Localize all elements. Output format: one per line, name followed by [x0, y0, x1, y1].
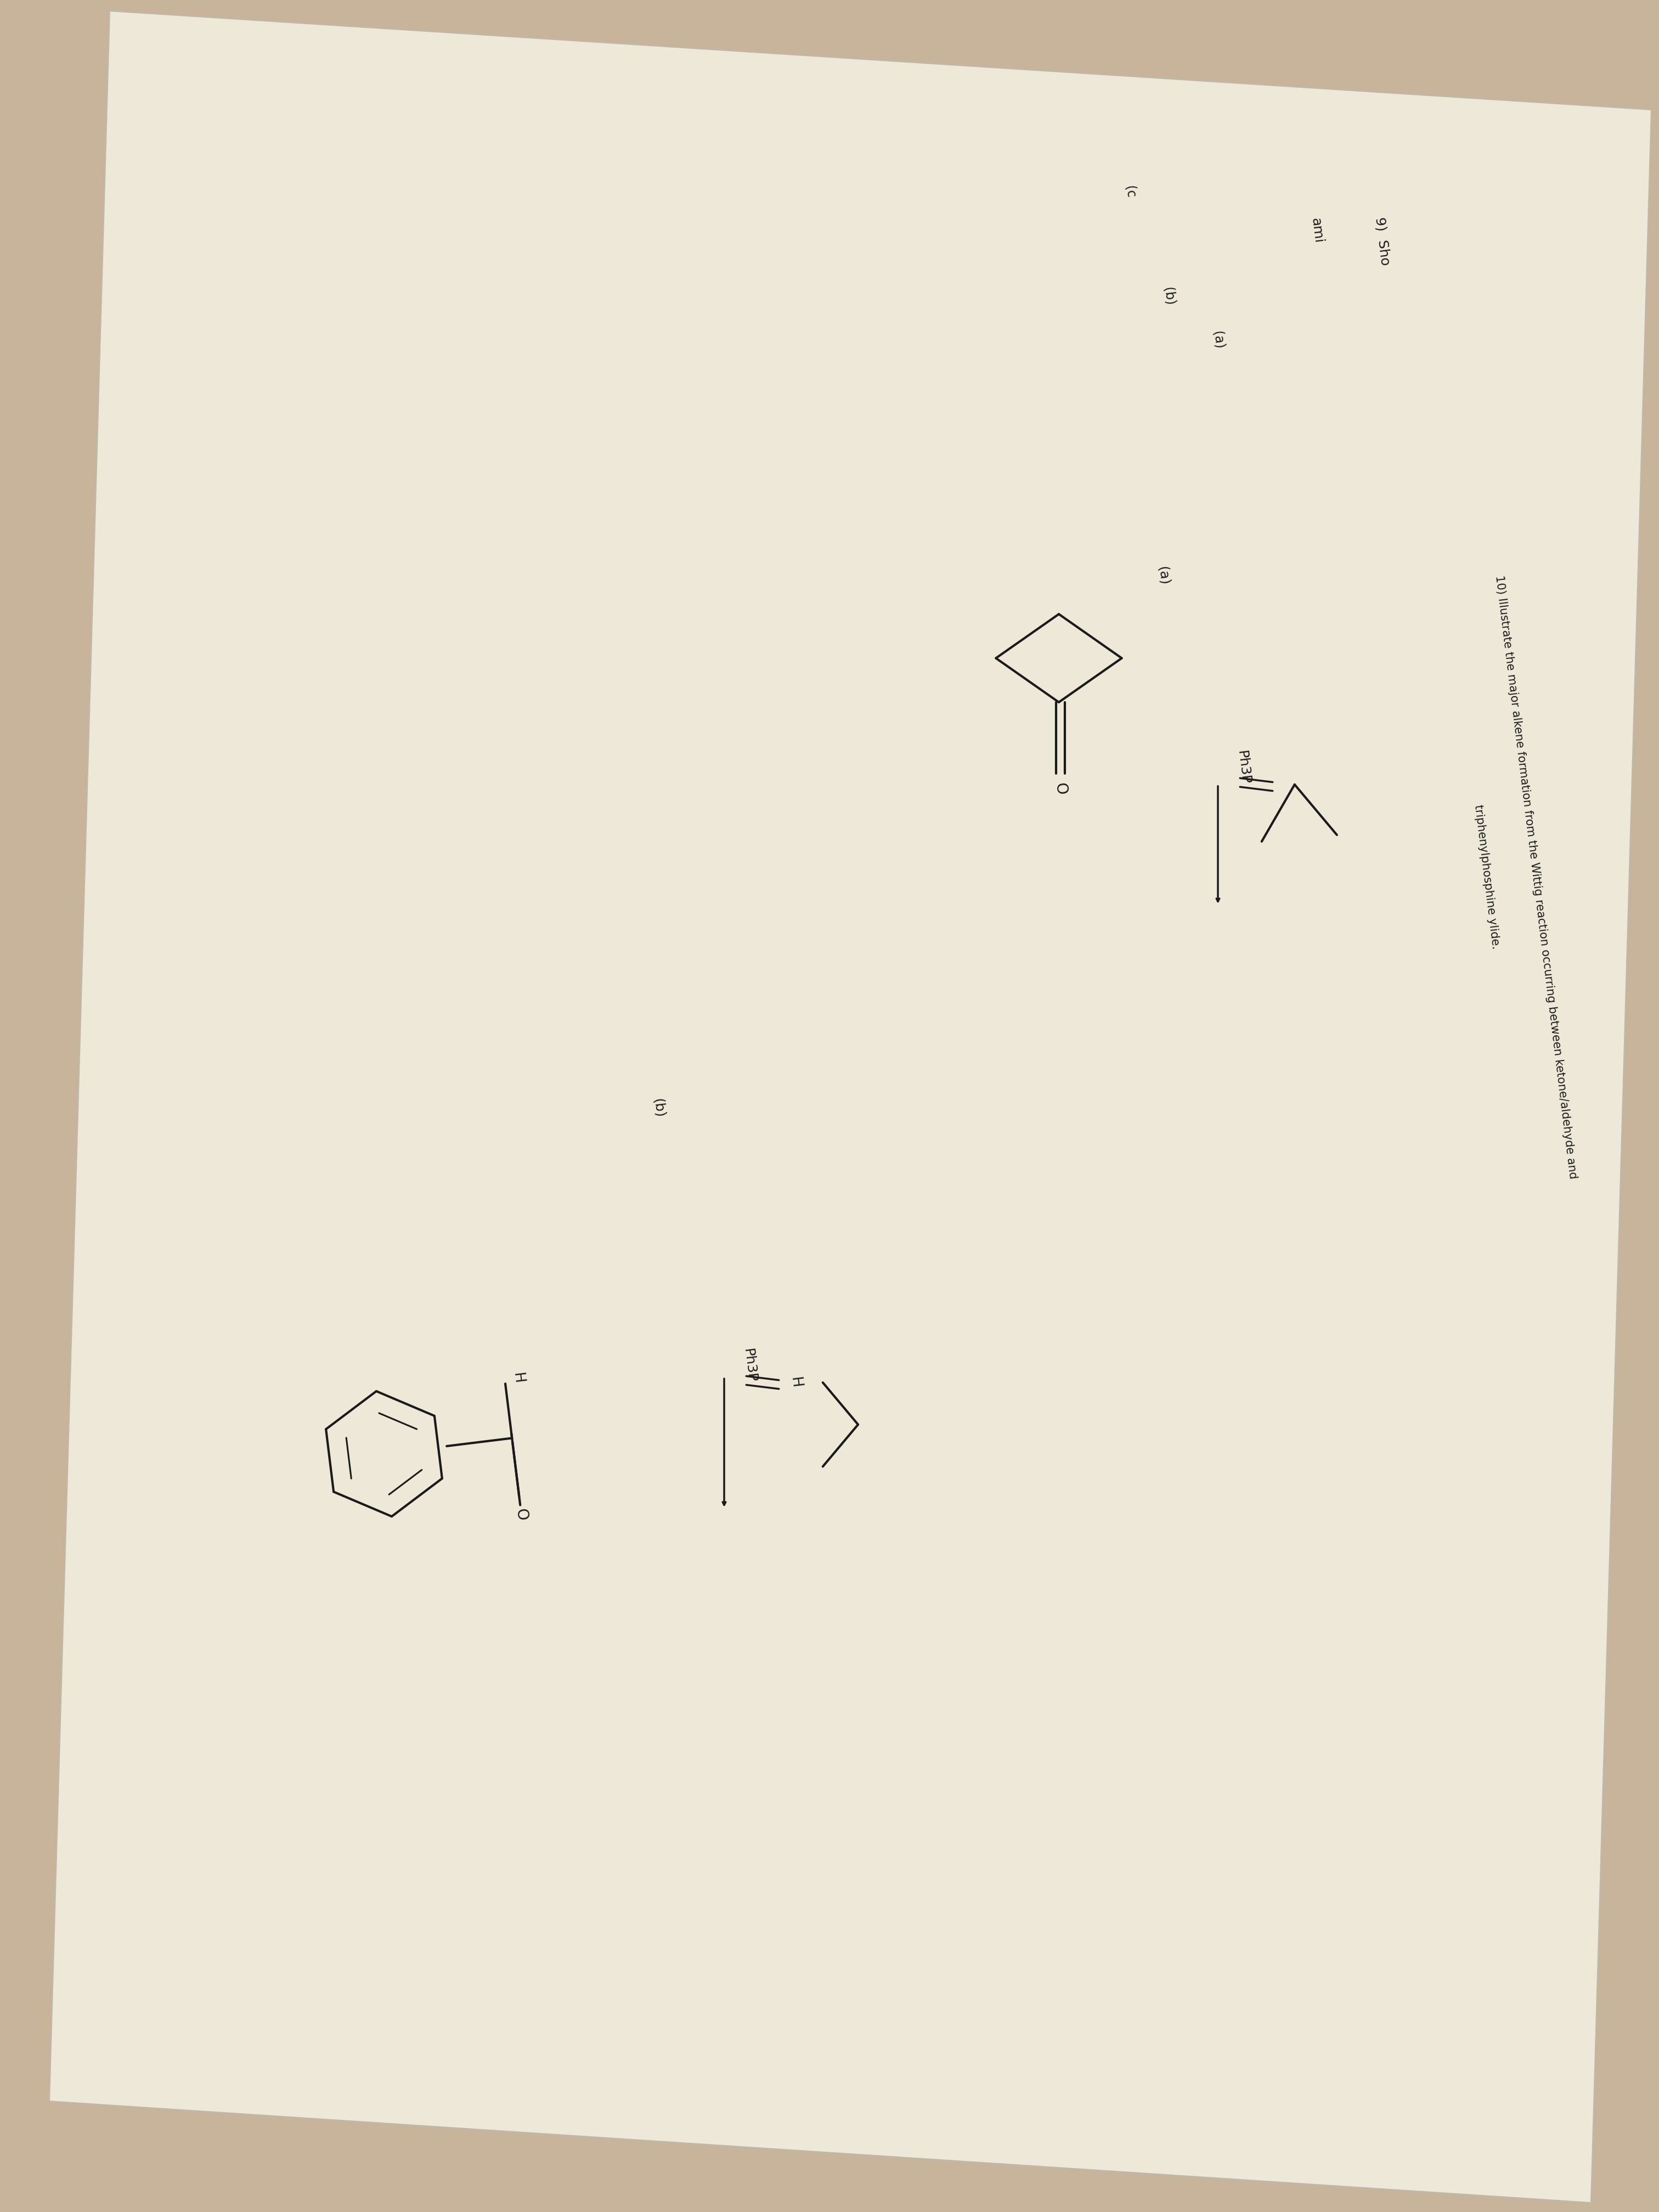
Text: Ph3P: Ph3P — [742, 1347, 758, 1383]
Text: (c: (c — [1123, 186, 1138, 199]
Text: (a): (a) — [1155, 566, 1171, 586]
Text: O: O — [1052, 783, 1068, 796]
Text: ami: ami — [1309, 217, 1326, 243]
Text: H: H — [509, 1371, 526, 1385]
Text: triphenylphosphine ylide.: triphenylphosphine ylide. — [1473, 805, 1501, 949]
Text: (a): (a) — [1211, 330, 1226, 349]
Text: (b): (b) — [1161, 285, 1176, 305]
Polygon shape — [50, 11, 1651, 2203]
Text: 9)  Sho: 9) Sho — [1374, 217, 1392, 265]
Text: H: H — [788, 1376, 803, 1389]
Text: Ph3P: Ph3P — [1234, 750, 1253, 785]
Text: (b): (b) — [650, 1097, 665, 1119]
Text: O: O — [513, 1509, 529, 1522]
Text: 10) Illustrate the major alkene formation from the Wittig reaction occurring bet: 10) Illustrate the major alkene formatio… — [1493, 575, 1579, 1179]
